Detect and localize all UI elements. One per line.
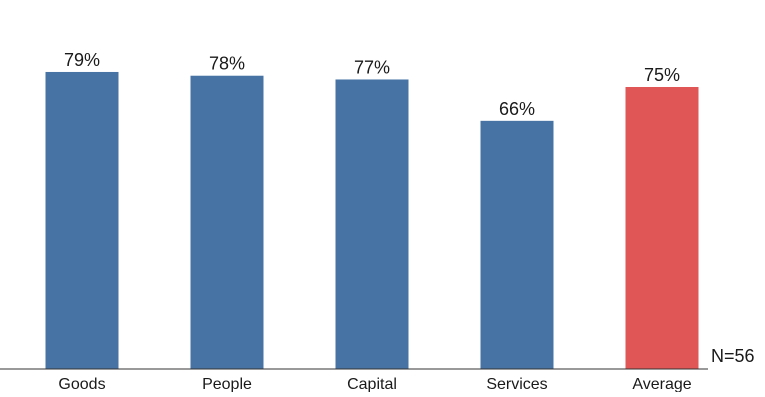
category-label-goods: Goods xyxy=(58,376,105,392)
bars-group xyxy=(45,71,699,370)
bar-people xyxy=(190,75,264,369)
value-label-services: 66% xyxy=(499,99,535,119)
value-label-capital: 77% xyxy=(354,57,390,77)
sample-size-annotation: N=56 xyxy=(711,346,755,366)
value-label-goods: 79% xyxy=(64,50,100,70)
value-labels-group: 79% 78% 77% 66% 75% xyxy=(64,50,680,119)
bar-goods xyxy=(45,71,119,370)
category-labels-group: Goods People Capital Services Average xyxy=(58,376,691,393)
category-label-capital: Capital xyxy=(347,376,397,392)
bar-average xyxy=(625,87,699,369)
category-label-average: Average xyxy=(632,376,691,392)
value-label-average: 75% xyxy=(644,65,680,85)
category-label-services: Services xyxy=(486,376,547,392)
value-label-people: 78% xyxy=(209,54,245,74)
bar-services xyxy=(480,120,554,369)
bar-capital xyxy=(335,79,409,369)
category-label-people: People xyxy=(202,376,252,392)
